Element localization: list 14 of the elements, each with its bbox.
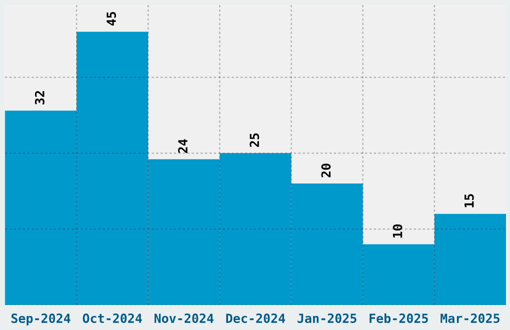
x-tick-label: Mar-2025 — [440, 314, 500, 324]
x-tick-label: Jan-2025 — [298, 314, 356, 324]
x-tick-label: Oct-2024 — [82, 314, 142, 324]
x-tick-label: Nov-2024 — [154, 314, 214, 324]
data-label: 45 — [106, 12, 116, 26]
x-tick-label: Sep-2024 — [11, 314, 70, 326]
x-tick-label: Feb-2025 — [370, 313, 428, 324]
data-label: 25 — [250, 133, 260, 147]
data-label: 32 — [34, 91, 44, 104]
data-label: 10 — [392, 224, 402, 238]
data-label: 15 — [464, 194, 474, 208]
data-label: 24 — [178, 139, 188, 153]
data-label: 20 — [321, 164, 331, 178]
x-tick-label: Dec-2024 — [226, 314, 286, 324]
